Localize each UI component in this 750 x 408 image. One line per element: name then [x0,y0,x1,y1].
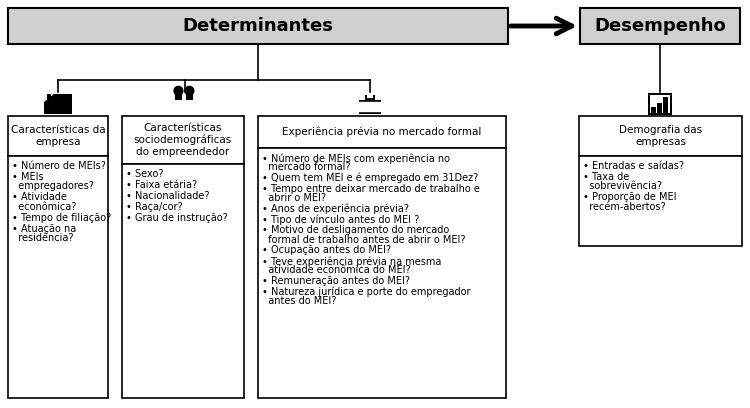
Text: Experiência prévia no mercado formal: Experiência prévia no mercado formal [282,127,482,137]
Text: Demografia das
empresas: Demografia das empresas [619,125,702,147]
Text: sobrevivência?: sobrevivência? [583,181,662,191]
Bar [186,91,193,100]
Circle shape [174,86,183,95]
Text: recém-abertos?: recém-abertos? [583,202,666,212]
Text: • Proporção de MEI: • Proporção de MEI [583,192,676,202]
Text: • Grau de instrução?: • Grau de instrução? [126,213,228,223]
Bar [47,94,51,102]
Text: • Remuneração antes do MEI?: • Remuneração antes do MEI? [262,276,410,286]
Bar [651,107,656,113]
Text: mercado formal?: mercado formal? [262,162,350,172]
Bar [53,94,57,102]
Text: atividade econômica do MEI?: atividade econômica do MEI? [262,265,411,275]
Bar [648,93,672,115]
Text: • Tempo entre deixar mercado de trabalho e: • Tempo entre deixar mercado de trabalho… [262,184,480,194]
Bar [580,8,740,44]
Bar [59,94,63,102]
Text: • Atividade: • Atividade [12,192,67,202]
Bar [657,103,662,113]
Text: • Sexo?: • Sexo? [126,169,164,179]
Bar [258,116,506,148]
Bar [8,116,108,156]
Text: • Nacionalidade?: • Nacionalidade? [126,191,209,201]
Text: • Taxa de: • Taxa de [583,172,629,182]
Text: empregadores?: empregadores? [12,181,94,191]
Text: • Tipo de vínculo antes do MEI ?: • Tipo de vínculo antes do MEI ? [262,215,419,225]
Polygon shape [44,94,72,102]
Text: Características da
empresa: Características da empresa [10,125,105,147]
Bar [175,91,181,100]
Text: • Anos de experiência prévia?: • Anos de experiência prévia? [262,204,409,214]
Bar [359,100,381,114]
Text: • Atuação na: • Atuação na [12,224,76,234]
Bar [122,116,244,164]
Text: • Número de MEIs com experiência no: • Número de MEIs com experiência no [262,153,450,164]
Text: formal de trabalho antes de abrir o MEI?: formal de trabalho antes de abrir o MEI? [262,235,466,244]
Bar [650,95,670,113]
Text: • Motivo de desligamento do mercado: • Motivo de desligamento do mercado [262,225,449,235]
Bar [8,8,508,44]
Text: • Teve experiência prévia na mesma: • Teve experiência prévia na mesma [262,256,441,267]
Text: • Ocupação antes do MEI?: • Ocupação antes do MEI? [262,245,391,255]
Bar [579,156,742,246]
Circle shape [185,86,194,95]
Text: • Raça/cor?: • Raça/cor? [126,202,183,212]
Bar [44,102,72,114]
Text: • Faixa etária?: • Faixa etária? [126,180,197,190]
Text: • MEIs: • MEIs [12,172,44,182]
Text: • Tempo de filiação?: • Tempo de filiação? [12,213,111,223]
Text: Desempenho: Desempenho [594,17,726,35]
Bar [258,148,506,398]
FancyBboxPatch shape [367,95,373,98]
Text: abrir o MEI?: abrir o MEI? [262,193,326,203]
Text: econômica?: econômica? [12,202,76,212]
Bar [579,116,742,156]
Text: • Natureza jurídica e porte do empregador: • Natureza jurídica e porte do empregado… [262,287,470,297]
Text: • Número de MEIs?: • Número de MEIs? [12,161,106,171]
Text: • Entradas e saídas?: • Entradas e saídas? [583,161,684,171]
Text: antes do MEI?: antes do MEI? [262,296,336,306]
FancyBboxPatch shape [365,95,375,100]
Text: Determinantes: Determinantes [182,17,334,35]
Text: residência?: residência? [12,233,74,243]
Bar [122,164,244,398]
Text: • Quem tem MEI e é empregado em 31Dez?: • Quem tem MEI e é empregado em 31Dez? [262,173,478,184]
Bar [8,156,108,398]
Bar [663,98,668,113]
Text: Características
sociodemográficas
do empreendedor: Características sociodemográficas do emp… [134,123,232,157]
